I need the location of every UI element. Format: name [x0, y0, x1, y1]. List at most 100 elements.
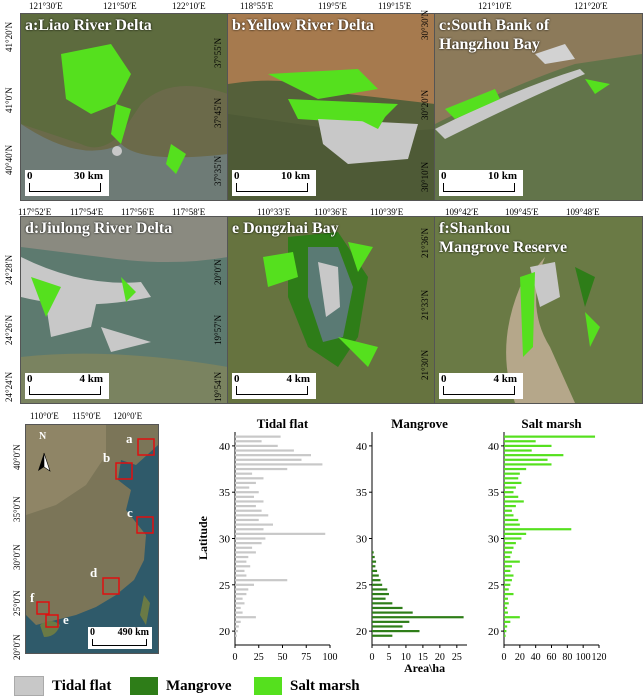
chart-1-ytick-label: 40 [356, 441, 368, 453]
panel-a-lat-1: 41°20′N [4, 21, 14, 52]
panel-f-lon-1: 109°42′E [445, 207, 479, 217]
chart-0-bar [235, 463, 323, 466]
chart-1-ytick-label: 35 [356, 487, 368, 499]
chart-2-bar [504, 449, 532, 452]
chart-2-bar [504, 546, 514, 549]
panel-b-title: b:Yellow River Delta [232, 17, 374, 34]
chart-0-bar [235, 514, 269, 517]
chart-2-bar [504, 597, 508, 600]
chart-0-bar [235, 606, 241, 610]
chart-2-bar [504, 509, 512, 512]
map-f-image [435, 217, 642, 403]
panel-e-lat-1: 20°0′N [213, 259, 223, 285]
chart-0-xtick-label: 75 [301, 652, 311, 663]
chart-0-bar [235, 583, 254, 586]
chart-2-ytick-label: 25 [488, 580, 500, 592]
chart-2-bar [504, 444, 552, 447]
panel-c-title: c:South Bank of Hangzhou Bay [439, 17, 550, 53]
overview-box-a [137, 438, 155, 456]
chart-0-bar [235, 500, 264, 503]
chart-1-ytick-label: 25 [356, 580, 368, 592]
panel-a-scalebar: 0 30 km [25, 170, 109, 196]
chart-2-bar [504, 537, 522, 540]
legend-salt-marsh: Salt marsh [254, 676, 360, 696]
panel-d-lat-2: 24°26′N [4, 314, 14, 345]
panel-e-lon-1: 110°33′E [257, 207, 291, 217]
chart-2-bar [504, 440, 536, 443]
chart-0-bar [235, 467, 288, 471]
chart-xlabel: Area\ha [404, 661, 446, 675]
chart-2-bar [504, 574, 514, 577]
panel-f-lat-3: 21°30′N [420, 349, 430, 380]
chart-0-bar [235, 630, 238, 633]
chart-ylabel: Latitude [196, 515, 210, 560]
chart-1-xtick-label: 0 [370, 652, 375, 663]
overview-label-b: b [103, 450, 111, 465]
chart-0-bar [235, 523, 273, 526]
chart-0-ytick-label: 20 [219, 626, 231, 638]
chart-0-ytick-label: 30 [219, 534, 231, 546]
panel-f-lat-2: 21°33′N [420, 289, 430, 320]
chart-2-bar [504, 532, 527, 535]
panel-d-lat-3: 24°24′N [4, 371, 14, 402]
chart-0-bar [235, 486, 250, 489]
chart-1-ytick-label: 30 [356, 534, 368, 546]
chart-2-bar [504, 435, 596, 438]
panel-e-lon-2: 110°36′E [314, 207, 348, 217]
chart-2-xtick-label: 60 [547, 652, 557, 663]
panel-e-scalebar: 0 4 km [232, 373, 316, 399]
chart-2-bar [504, 579, 512, 582]
chart-2-xtick-label: 40 [531, 652, 541, 663]
chart-0-bar [235, 542, 262, 545]
map-e-image [228, 217, 435, 403]
chart-0-bar [235, 537, 266, 540]
panel-b-lon-2: 119°5′E [318, 1, 347, 11]
chart-tidal-title: Tidal flat [256, 416, 309, 431]
chart-2-ytick-label: 20 [488, 626, 500, 638]
chart-2-xtick-label: 100 [576, 652, 591, 663]
chart-1-bar [372, 630, 420, 633]
chart-0-bar [235, 625, 239, 628]
panel-d-scalebar: 0 4 km [25, 373, 109, 399]
chart-0-bar [235, 560, 247, 563]
chart-0-bar [235, 454, 311, 457]
chart-0-bar [235, 588, 249, 591]
chart-0-bar [235, 579, 288, 582]
overview-lon-1: 110°0′E [30, 411, 59, 421]
panel-a-lat-3: 40°40′N [4, 144, 14, 175]
chart-2-bar [504, 458, 548, 461]
chart-2-bar [504, 500, 524, 503]
chart-2-bar [504, 528, 572, 531]
chart-0-bar [235, 477, 264, 480]
chart-2-xtick-label: 0 [502, 652, 507, 663]
overview-box-f [36, 601, 50, 615]
chart-2-bar [504, 569, 511, 573]
map-a-image [21, 14, 228, 200]
panel-d-lon-2: 117°54′E [70, 207, 104, 217]
panel-c-lat-3: 30°10′N [420, 161, 430, 192]
chart-2-bar [504, 602, 509, 605]
chart-0-bar [235, 574, 247, 577]
chart-1-bar [372, 574, 379, 577]
map-panel-d: d:Jiulong River Delta 0 4 km [20, 216, 229, 404]
panel-a-lon-1: 121°30′E [29, 1, 63, 11]
chart-2-bar [504, 518, 519, 522]
chart-2-xtick-label: 120 [592, 652, 607, 663]
chart-2-bar [504, 491, 514, 494]
chart-1-bar [372, 583, 383, 586]
overview-map-image [26, 425, 158, 653]
legend-mangrove: Mangrove [130, 676, 232, 696]
map-b-image [228, 14, 435, 200]
panel-f-lat-1: 21°36′N [420, 227, 430, 258]
legend-swatch-tidal [14, 676, 44, 696]
chart-0-bar [235, 634, 237, 637]
chart-0-bar [235, 555, 249, 559]
overview-box-b [115, 462, 133, 480]
chart-2-bar [504, 616, 520, 619]
panel-c-lon-1: 121°10′E [478, 1, 512, 11]
chart-0-bar [235, 597, 243, 600]
chart-2-bar [504, 551, 512, 554]
overview-lat-5: 20°0′N [12, 634, 22, 660]
chart-0-bar [235, 509, 262, 512]
legend-swatch-mangrove [130, 677, 158, 695]
